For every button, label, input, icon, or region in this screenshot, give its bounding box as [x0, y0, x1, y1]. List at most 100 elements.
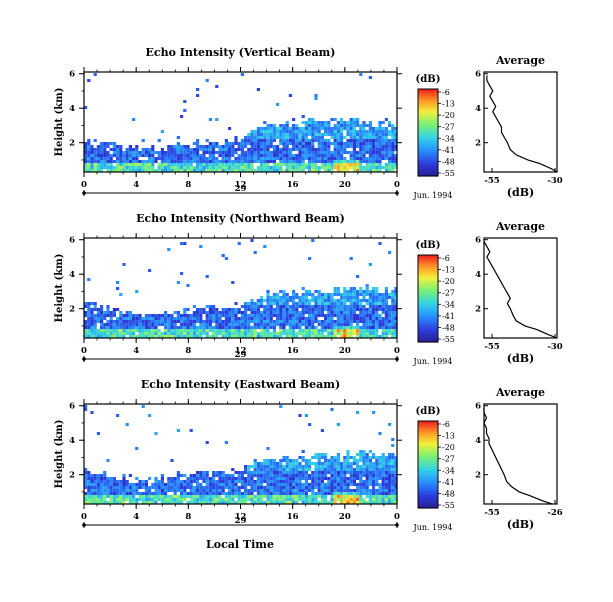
echo-cell: [276, 501, 280, 504]
echo-cell: [125, 317, 129, 320]
echo-cell: [154, 151, 158, 154]
echo-cell: [343, 308, 347, 311]
echo-cell: [151, 151, 155, 154]
echo-cell: [368, 332, 372, 335]
echo-cell: [212, 492, 216, 495]
echo-cell: [365, 311, 369, 314]
echo-cell: [176, 335, 180, 338]
echo-cell: [298, 323, 302, 326]
echo-cell: [368, 166, 372, 169]
echo-cell: [135, 154, 139, 157]
echo-cell: [372, 465, 376, 468]
echo-cell: [378, 459, 382, 462]
echo-cell: [170, 477, 174, 480]
echo-cell: [378, 157, 382, 160]
echo-cell: [349, 287, 353, 290]
echo-cell: [308, 127, 312, 130]
echo-cell: [340, 332, 344, 335]
echo-cell: [176, 320, 180, 323]
echo-cell: [381, 495, 385, 498]
echo-cell: [311, 299, 315, 302]
echo-cell: [352, 320, 356, 323]
echo-cell: [368, 498, 372, 501]
echo-cell: [349, 311, 353, 314]
echo-cell: [381, 498, 385, 501]
echo-cell: [282, 474, 286, 477]
echo-cell: [87, 480, 91, 483]
echo-cell: [186, 151, 190, 154]
echo-cell: [87, 302, 91, 305]
echo-cell: [183, 323, 187, 326]
echo-cell: [189, 480, 193, 483]
echo-cell: [282, 127, 286, 130]
colorbar-tick-label: -13: [442, 100, 455, 109]
echo-cell: [368, 133, 372, 136]
echo-cell: [269, 305, 273, 308]
echo-cell: [327, 308, 331, 311]
echo-cell: [368, 296, 372, 299]
echo-cell: [183, 335, 187, 338]
echo-cell: [381, 489, 385, 492]
echo-cell: [381, 308, 385, 311]
echo-cell: [167, 314, 171, 317]
echo-cell: [394, 323, 398, 326]
echo-cell: [116, 323, 120, 326]
echo-cell: [314, 151, 318, 154]
echo-cell: [391, 299, 395, 302]
echo-cell: [288, 148, 292, 151]
echo-cell: [298, 133, 302, 136]
echo-cell: [272, 124, 276, 127]
echo-cell: [343, 127, 347, 130]
echo-cell: [330, 154, 334, 157]
echo-cell: [292, 317, 296, 320]
echo-cell: [100, 486, 104, 489]
echo-cell: [336, 308, 340, 311]
echo-cell: [362, 486, 366, 489]
echo-cell: [282, 326, 286, 329]
echo-cell: [164, 495, 168, 498]
echo-cell: [282, 124, 286, 127]
echo-cell: [244, 335, 248, 338]
echo-cell: [279, 495, 283, 498]
echo-cell: [340, 329, 344, 332]
echo-cell: [365, 169, 369, 172]
echo-cell: [212, 145, 216, 148]
echo-cell: [103, 326, 107, 329]
echo-cell: [394, 335, 398, 338]
echo-cell: [100, 148, 104, 151]
echo-cell: [253, 326, 257, 329]
echo-cell: [90, 154, 94, 157]
echo-cell: [317, 329, 321, 332]
echo-cell: [276, 314, 280, 317]
echo-cell: [349, 501, 353, 504]
colorbar-tick-label: -13: [442, 432, 455, 441]
echo-cell: [266, 124, 270, 127]
echo-cell: [279, 317, 283, 320]
echo-cell: [170, 480, 174, 483]
echo-cell: [260, 317, 264, 320]
echo-cell: [330, 465, 334, 468]
echo-cell: [189, 154, 193, 157]
echo-cell: [314, 453, 318, 456]
echo-cell: [247, 332, 251, 335]
echo-cell: [391, 157, 395, 160]
echo-cell: [352, 160, 356, 163]
echo-cell: [381, 492, 385, 495]
echo-cell: [330, 308, 334, 311]
echo-cell: [132, 166, 136, 169]
echo-cell: [336, 314, 340, 317]
echo-cell: [362, 462, 366, 465]
echo-cell: [391, 136, 395, 139]
echo-cell: [295, 302, 299, 305]
echo-cell: [391, 335, 395, 338]
echo-cell: [301, 317, 305, 320]
echo-cell: [272, 332, 276, 335]
echo-cell: [368, 136, 372, 139]
echo-cell: [282, 486, 286, 489]
echo-cell: [215, 311, 219, 314]
echo-cell: [288, 495, 292, 498]
echo-cell: [141, 492, 145, 495]
echo-cell: [237, 480, 241, 483]
echo-cell: [205, 335, 209, 338]
echo-cell: [336, 459, 340, 462]
